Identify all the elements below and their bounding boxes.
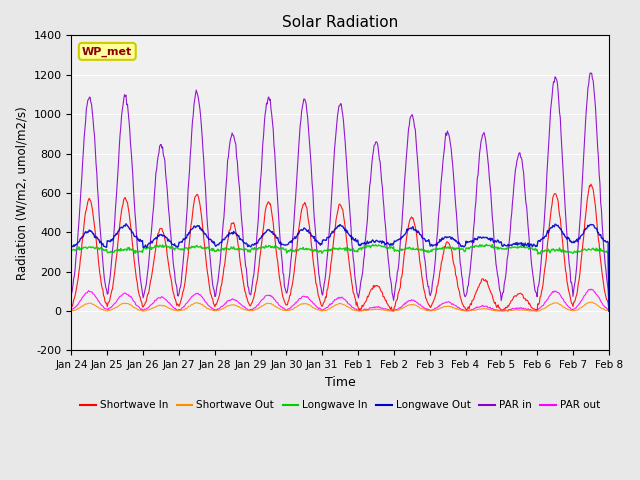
Title: Solar Radiation: Solar Radiation: [282, 15, 398, 30]
Legend: Shortwave In, Shortwave Out, Longwave In, Longwave Out, PAR in, PAR out: Shortwave In, Shortwave Out, Longwave In…: [76, 396, 604, 415]
Y-axis label: Radiation (W/m2, umol/m2/s): Radiation (W/m2, umol/m2/s): [15, 106, 28, 280]
X-axis label: Time: Time: [324, 376, 355, 389]
Text: WP_met: WP_met: [82, 46, 132, 57]
